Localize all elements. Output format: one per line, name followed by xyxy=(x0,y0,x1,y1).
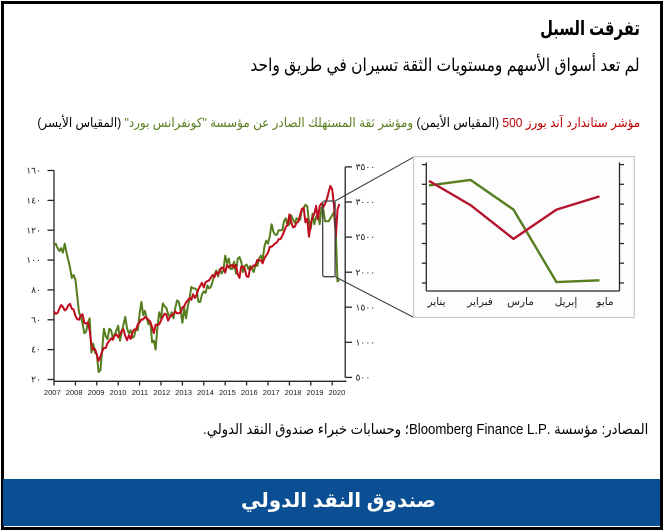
svg-text:١٥٠٠: ١٥٠٠ xyxy=(356,302,376,312)
svg-text:2016: 2016 xyxy=(241,388,258,397)
svg-text:2013: 2013 xyxy=(175,388,192,397)
svg-text:٤٠: ٤٠ xyxy=(31,345,41,355)
svg-text:2010: 2010 xyxy=(110,388,127,397)
svg-text:2019: 2019 xyxy=(307,388,324,397)
svg-text:مايو: مايو xyxy=(595,296,613,308)
svg-text:٨٠: ٨٠ xyxy=(31,285,41,295)
svg-text:٥٠٠: ٥٠٠ xyxy=(356,373,371,383)
svg-text:2017: 2017 xyxy=(263,388,280,397)
svg-text:2011: 2011 xyxy=(132,388,148,397)
svg-text:١٠٠: ١٠٠ xyxy=(26,255,41,265)
svg-text:٣٥٠٠: ٣٥٠٠ xyxy=(356,162,376,172)
svg-text:٢٥٠٠: ٢٥٠٠ xyxy=(356,232,376,242)
svg-text:٣٠٠٠: ٣٠٠٠ xyxy=(356,197,376,207)
svg-text:2009: 2009 xyxy=(88,388,105,397)
svg-text:2014: 2014 xyxy=(197,388,214,397)
svg-text:2007: 2007 xyxy=(44,388,61,397)
svg-text:يناير: يناير xyxy=(426,296,445,308)
svg-text:٦٠: ٦٠ xyxy=(31,315,41,325)
svg-text:٢٠: ٢٠ xyxy=(31,375,41,385)
svg-text:2008: 2008 xyxy=(66,388,83,397)
svg-text:مارس: مارس xyxy=(507,296,534,308)
svg-text:فبراير: فبراير xyxy=(466,296,493,308)
svg-text:2018: 2018 xyxy=(285,388,302,397)
svg-text:١٠٠٠: ١٠٠٠ xyxy=(356,337,376,347)
svg-text:2020: 2020 xyxy=(328,388,345,397)
svg-text:٢٠٠٠: ٢٠٠٠ xyxy=(356,267,376,277)
svg-text:١٤٠: ١٤٠ xyxy=(26,196,41,206)
svg-text:١٢٠: ١٢٠ xyxy=(26,225,41,235)
svg-text:إبريل: إبريل xyxy=(555,296,578,308)
svg-text:2012: 2012 xyxy=(153,388,170,397)
svg-text:2015: 2015 xyxy=(219,388,236,397)
svg-text:١٦٠: ١٦٠ xyxy=(26,166,41,176)
